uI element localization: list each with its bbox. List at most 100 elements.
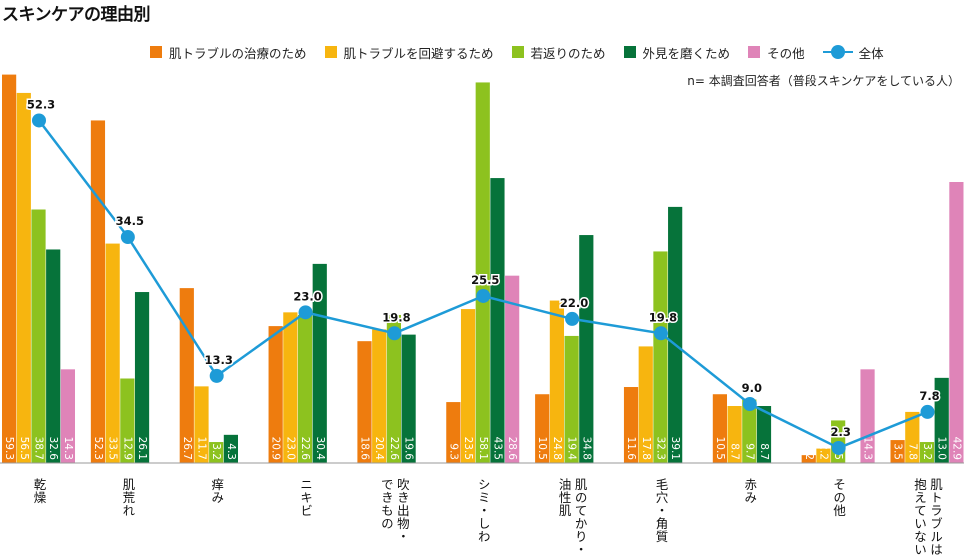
bar-value-label: 26.1 bbox=[136, 437, 148, 460]
bar bbox=[283, 312, 298, 463]
bar-value-label: 19.6 bbox=[403, 437, 415, 461]
bar-value-label: 32.6 bbox=[47, 437, 59, 461]
bar bbox=[801, 455, 816, 463]
bar-value-label: 10.5 bbox=[536, 437, 548, 460]
legend-item: 肌トラブルの治療のため bbox=[150, 43, 307, 62]
bar-value-label: 1.2 bbox=[803, 443, 815, 460]
total-value-label: 25.5 bbox=[471, 273, 499, 287]
bar bbox=[564, 335, 579, 463]
bar-value-label: 20.9 bbox=[270, 437, 282, 460]
category-label-line: 毛穴・角質 bbox=[653, 478, 669, 543]
bar-value-label: 30.4 bbox=[314, 437, 326, 461]
category-label-line: ニキビ bbox=[298, 478, 314, 517]
category-label-line: 油性肌 bbox=[556, 478, 572, 517]
legend-label: 外見を磨くため bbox=[642, 45, 731, 61]
bar bbox=[475, 82, 490, 463]
bar-value-label: 22.6 bbox=[299, 437, 311, 461]
bar-value-label: 11.7 bbox=[196, 437, 208, 460]
total-point bbox=[120, 230, 135, 245]
total-point bbox=[831, 440, 846, 455]
bar-value-label: 34.8 bbox=[580, 437, 592, 460]
bar-value-label: 43.5 bbox=[491, 437, 503, 460]
bar bbox=[668, 206, 683, 463]
bar-value-label: 3.2 bbox=[210, 443, 222, 460]
bar bbox=[372, 329, 387, 463]
legend-swatch bbox=[150, 46, 162, 58]
bar bbox=[535, 394, 550, 463]
bar bbox=[860, 369, 875, 463]
bar-value-label: 28.6 bbox=[506, 437, 518, 461]
legend: 肌トラブルの治療のため 肌トラブルを回避するため 若返りのため 外見を磨くため その他 全… bbox=[150, 42, 902, 62]
bar bbox=[16, 92, 31, 464]
bar bbox=[505, 275, 520, 463]
total-point bbox=[209, 368, 224, 383]
bar-value-labels: 59.3 52.3 26.7 20.9 18.6 9.3 10.5 11.6 10.5 1.2 3.… bbox=[3, 437, 962, 461]
bar bbox=[653, 251, 668, 463]
bar bbox=[949, 182, 964, 463]
bar bbox=[919, 442, 935, 463]
bar bbox=[623, 387, 639, 463]
bar bbox=[638, 346, 653, 463]
bar bbox=[209, 442, 224, 463]
total-value-label: 52.3 bbox=[27, 97, 55, 111]
bar bbox=[31, 209, 46, 463]
category-label-line: 肌トラブルは bbox=[928, 478, 943, 556]
total-value-label: 22.0 bbox=[560, 296, 588, 310]
total-point bbox=[32, 113, 46, 128]
bar bbox=[2, 74, 17, 463]
bar bbox=[934, 377, 949, 463]
bar-value-label: 14.3 bbox=[862, 437, 874, 460]
bar bbox=[134, 292, 150, 463]
bar-value-label: 2.2 bbox=[817, 443, 829, 460]
bar bbox=[727, 406, 742, 463]
bar bbox=[386, 314, 401, 463]
bar-value-label: 23.0 bbox=[284, 437, 296, 460]
bar bbox=[712, 394, 727, 463]
bar bbox=[268, 326, 283, 463]
legend-item: 外見を磨くため bbox=[623, 43, 731, 62]
category-label-line: その他 bbox=[831, 478, 847, 517]
bar bbox=[756, 406, 772, 463]
category-label-line: 抱えていない bbox=[912, 478, 927, 556]
bar-value-label: 56.5 bbox=[18, 437, 30, 460]
bar bbox=[816, 448, 831, 463]
bar bbox=[579, 235, 594, 463]
bar-value-label: 7.8 bbox=[906, 443, 918, 460]
total-point bbox=[742, 397, 757, 412]
total-value-label: 2.3 bbox=[830, 425, 850, 439]
bar-value-label: 52.3 bbox=[92, 437, 104, 460]
bars bbox=[2, 74, 964, 464]
bar-value-label: 3.2 bbox=[921, 443, 933, 460]
bar bbox=[357, 341, 372, 463]
chart-title: スキンケアの理由別 bbox=[2, 5, 151, 25]
legend-swatch bbox=[324, 46, 337, 58]
bar-value-label: 3.5 bbox=[892, 443, 904, 460]
bar bbox=[105, 243, 120, 463]
bar-value-label: 9.3 bbox=[447, 443, 459, 460]
total-point bbox=[920, 404, 935, 419]
bar-value-label: 39.1 bbox=[669, 437, 681, 460]
total-point bbox=[298, 305, 313, 320]
bar-value-label: 14.3 bbox=[62, 437, 74, 460]
legend-label: 肌トラブルの治療のため bbox=[169, 45, 307, 61]
category-label-line: 吹き出物・ bbox=[394, 478, 410, 543]
bar-value-label: 33.5 bbox=[107, 437, 119, 460]
bar-value-label: 8.7 bbox=[758, 443, 770, 460]
category-label-line: できもの bbox=[378, 478, 394, 530]
category-label: ニキビ bbox=[276, 478, 336, 554]
bar-value-label: 12.9 bbox=[121, 437, 133, 460]
bar-value-label: 10.5 bbox=[714, 437, 726, 460]
category-label: 吹き出物・ できもの bbox=[364, 478, 424, 554]
bar-value-label: 13.0 bbox=[936, 437, 948, 460]
legend-item: その他 bbox=[748, 43, 805, 62]
category-label-line: 痒み bbox=[209, 478, 225, 504]
bar-value-label: 24.8 bbox=[551, 437, 563, 460]
category-label: 乾燥 bbox=[9, 478, 69, 554]
category-label: 痒み bbox=[187, 478, 247, 554]
total-value-label: 13.3 bbox=[205, 353, 233, 367]
bar-value-label: 20.4 bbox=[373, 437, 385, 461]
bar bbox=[120, 378, 135, 463]
bar bbox=[401, 334, 416, 463]
category-label-line: 乾燥 bbox=[31, 478, 47, 504]
total-value-label: 23.0 bbox=[293, 289, 321, 303]
